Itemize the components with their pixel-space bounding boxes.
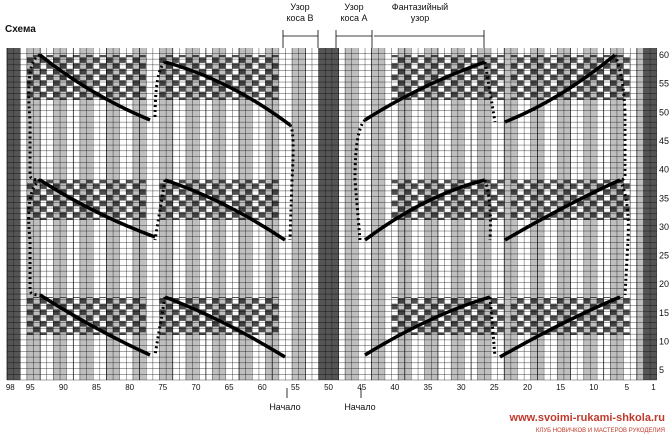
grid [6, 48, 657, 381]
column-number: 75 [158, 383, 167, 392]
column-number: 15 [556, 383, 565, 392]
row-number: 40 [659, 165, 669, 175]
row-number: 60 [659, 50, 669, 60]
column-number: 30 [457, 383, 466, 392]
column-number: 55 [291, 383, 300, 392]
row-number: 30 [659, 222, 669, 232]
row-number: 25 [659, 251, 669, 261]
row-number: 10 [659, 337, 669, 347]
row-number: 5 [659, 365, 664, 375]
column-number: 35 [424, 383, 433, 392]
row-number: 45 [659, 136, 669, 146]
column-number: 5 [625, 383, 630, 392]
column-number: 95 [26, 383, 35, 392]
start-label: Начало [269, 402, 300, 412]
header-brackets [282, 30, 485, 48]
column-number: 70 [192, 383, 201, 392]
header-label: Фантазийный узор [392, 2, 448, 23]
cable-lines [27, 53, 630, 359]
start-arrows [286, 388, 362, 398]
column-number: 65 [225, 383, 234, 392]
column-number: 45 [357, 383, 366, 392]
column-number: 98 [6, 383, 15, 392]
watermark-url: www.svoimi-rukami-shkola.ru [509, 412, 665, 424]
column-number: 25 [490, 383, 499, 392]
row-number: 15 [659, 308, 669, 318]
chart-title: Схема [5, 24, 36, 35]
column-number: 1 [651, 383, 656, 392]
row-number: 55 [659, 79, 669, 89]
column-number: 85 [92, 383, 101, 392]
header-label: Узор коса В [286, 2, 313, 23]
watermark-caption: КЛУБ НОВИЧКОВ И МАСТЕРОВ РУКОДЕЛИЯ [536, 428, 665, 434]
header-label: Узор коса А [340, 2, 367, 23]
row-number: 50 [659, 107, 669, 117]
column-number: 90 [59, 383, 68, 392]
row-number: 35 [659, 193, 669, 203]
column-number: 50 [324, 383, 333, 392]
column-number: 40 [390, 383, 399, 392]
column-number: 20 [523, 383, 532, 392]
row-number: 20 [659, 279, 669, 289]
column-number: 80 [125, 383, 134, 392]
start-label: Начало [344, 402, 375, 412]
column-number: 60 [258, 383, 267, 392]
column-number: 10 [589, 383, 598, 392]
